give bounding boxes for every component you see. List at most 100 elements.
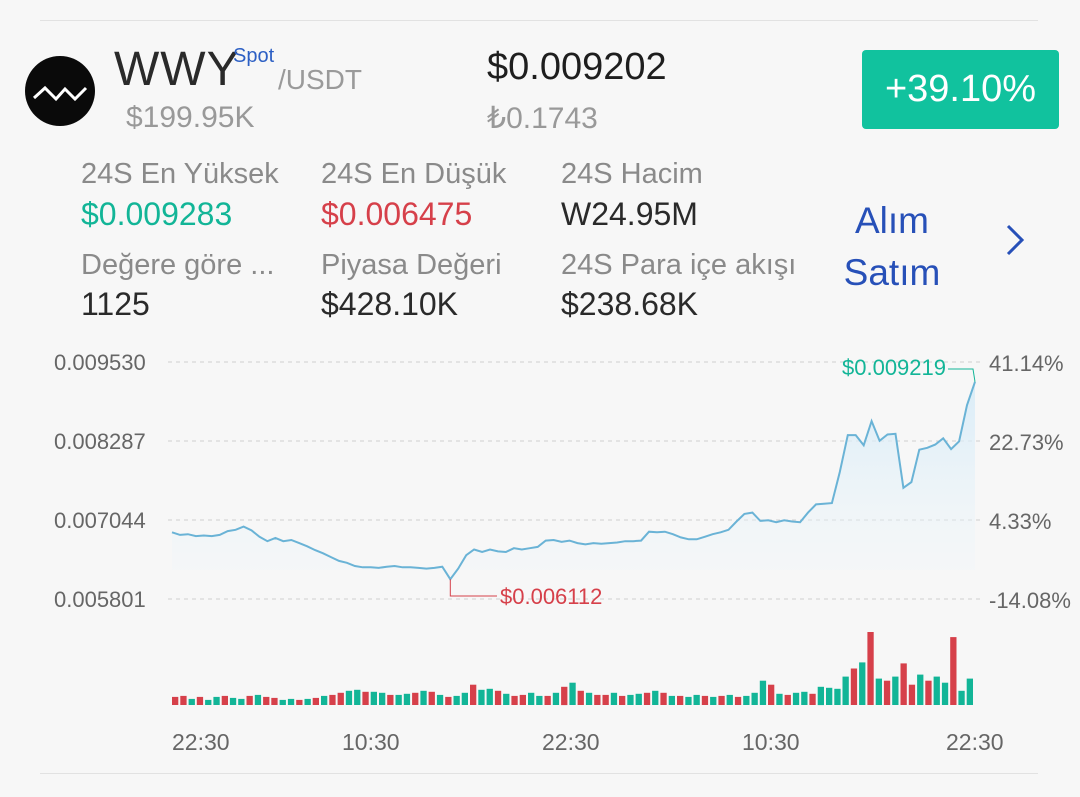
volume-bar	[859, 662, 866, 705]
volume-bar	[792, 692, 800, 705]
volume-bar	[751, 692, 758, 705]
volume-bar	[660, 692, 667, 705]
volume-bar	[511, 695, 518, 705]
stat-value-market-cap: $428.10K	[321, 286, 459, 322]
price-area	[172, 381, 975, 580]
volume-bar	[652, 690, 659, 705]
low-price-label: $0.006112	[500, 584, 602, 609]
volume-bar	[850, 668, 858, 705]
volume-bar	[172, 696, 179, 705]
volume-bar	[627, 694, 634, 705]
volume-bar	[536, 695, 543, 705]
volume-bar	[875, 678, 882, 705]
volume-bar	[271, 697, 278, 705]
volume-bar	[503, 693, 510, 705]
stat-label-24h-volume: 24S Hacim	[561, 158, 703, 190]
volume-bar	[693, 694, 700, 705]
volume-bar	[544, 695, 551, 705]
volume-bar	[486, 688, 493, 705]
stat-label-24h-high: 24S En Yüksek	[81, 158, 279, 190]
y-left-tick-3: 0.005801	[54, 587, 146, 612]
trade-button-label-2: Satım	[843, 252, 941, 293]
volume-bar	[677, 695, 684, 705]
volume-bar	[420, 690, 427, 705]
volume-bar	[188, 698, 195, 705]
volume-bar	[254, 694, 262, 705]
market-cap-usd: $199.95K	[126, 101, 255, 134]
volume-bar	[287, 698, 295, 705]
trade-button-label-1: Alım	[855, 200, 929, 241]
stat-value-rank: 1125	[81, 286, 150, 322]
volume-bar	[453, 695, 460, 705]
stat-label-inflow: 24S Para içe akışı	[561, 249, 797, 281]
volume-bar	[726, 694, 733, 705]
x-tick-0: 22:30	[172, 729, 230, 755]
volume-bar	[304, 698, 311, 705]
volume-bar	[279, 699, 286, 705]
volume-bar	[892, 676, 899, 705]
y-right-tick-3: -14.08%	[989, 588, 1071, 613]
volume-bar	[370, 691, 377, 705]
volume-bar	[246, 695, 253, 705]
x-tick-2: 22:30	[542, 729, 600, 755]
quote-currency: /USDT	[278, 64, 362, 95]
token-logo	[25, 56, 95, 126]
volume-bar	[494, 690, 502, 705]
stat-label-24h-low: 24S En Düşük	[321, 158, 507, 190]
stat-value-24h-volume: W24.95M	[561, 196, 698, 232]
volume-bar	[917, 674, 924, 705]
volume-bar	[743, 695, 750, 705]
volume-bar	[478, 689, 485, 705]
volume-bar	[784, 694, 791, 705]
volume-bar	[635, 693, 642, 705]
stat-value-inflow: $238.68K	[561, 286, 699, 322]
y-right-tick-0: 41.14%	[989, 351, 1064, 376]
volume-bar	[436, 694, 444, 705]
volume-bar	[668, 695, 675, 705]
volume-bar	[941, 682, 949, 705]
volume-bar	[354, 689, 361, 705]
volume-bar	[950, 637, 957, 705]
y-right-tick-2: 4.33%	[989, 509, 1052, 534]
trade-button[interactable]: Alım Satım	[830, 195, 954, 299]
volume-bar	[610, 692, 618, 705]
volume-bar	[759, 680, 767, 705]
y-left-tick-1: 0.008287	[54, 429, 146, 454]
volume-bar	[345, 690, 353, 705]
volume-bar	[718, 695, 725, 705]
volume-bar	[229, 697, 237, 705]
bottom-divider	[40, 773, 1038, 774]
volume-bar	[734, 696, 742, 705]
volume-bar	[776, 693, 783, 705]
volume-bar	[602, 694, 609, 705]
volume-bar	[552, 692, 560, 705]
volume-bar	[379, 692, 386, 705]
volume-bar	[585, 692, 593, 705]
volume-bar	[958, 690, 965, 705]
x-tick-4: 22:30	[946, 729, 1004, 755]
low-leader-line	[449, 579, 497, 597]
volume-bar	[933, 676, 940, 705]
volume-bar	[403, 693, 411, 705]
volume-bar	[461, 692, 468, 705]
volume-bar	[321, 695, 328, 705]
price-line	[171, 381, 976, 581]
volume-bar	[685, 696, 692, 705]
volume-bar	[180, 695, 187, 705]
stat-label-market-cap: Piyasa Değeri	[321, 249, 502, 281]
stat-value-24h-high: $0.009283	[81, 196, 233, 232]
y-right-tick-1: 22.73%	[989, 430, 1064, 455]
volume-bar	[908, 684, 916, 705]
volume-bar	[900, 663, 907, 705]
volume-bar	[337, 692, 344, 705]
volume-bar	[561, 686, 568, 706]
volume-bar	[428, 691, 435, 705]
price-change-badge: +39.10%	[862, 50, 1059, 129]
volume-bar	[445, 696, 452, 705]
volume-bar	[569, 682, 576, 705]
volume-bar	[801, 691, 808, 705]
chevron-right-icon[interactable]	[1004, 222, 1028, 258]
volume-bar	[577, 690, 584, 705]
y-left-tick-2: 0.007044	[54, 508, 146, 533]
